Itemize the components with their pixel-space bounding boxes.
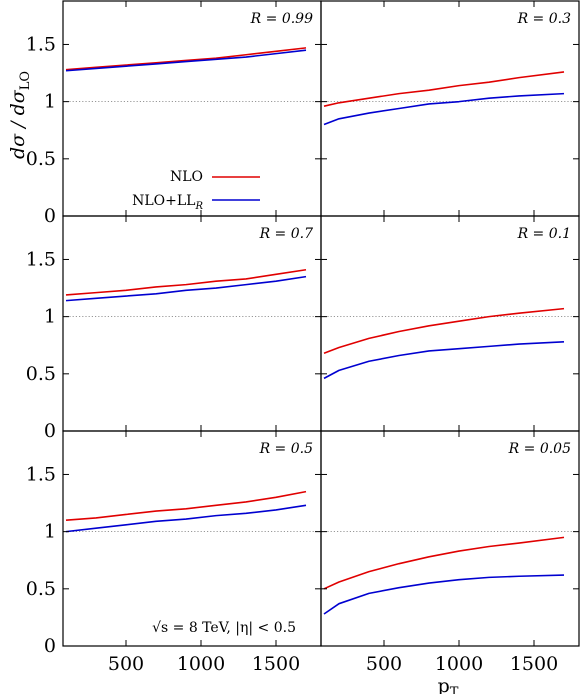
series-line-nlo-ll-4 xyxy=(65,504,307,533)
legend-label-nlo: NLO xyxy=(170,169,203,185)
series-line-nlo-0 xyxy=(65,47,307,71)
panel-r-label-0: R = 0.99 xyxy=(250,11,313,27)
series-line-nlo-1 xyxy=(323,71,565,107)
series-line-nlo-2 xyxy=(65,268,307,296)
series-line-nlo-3 xyxy=(323,307,565,354)
panel-frame-1 xyxy=(320,0,580,217)
y-tick-label-2-2: 1 xyxy=(44,521,56,543)
panel-r-label-5: R = 0.05 xyxy=(508,441,571,457)
y-tick-label-0-0: 0 xyxy=(44,205,56,227)
panel-r-label-3: R = 0.1 xyxy=(517,226,571,242)
legend-label-nlo-ll-sub: R xyxy=(194,201,203,212)
y-axis-title: dσ / dσLO xyxy=(7,71,33,159)
y-tick-label-2-3: 1.5 xyxy=(26,463,56,485)
panel-r-label-4: R = 0.5 xyxy=(259,441,314,457)
y-tick-label-1-2: 1 xyxy=(44,306,56,328)
x-tick-label-1-0: 500 xyxy=(366,653,402,675)
y-tick-label-0-2: 1 xyxy=(44,91,56,113)
series-line-nlo-ll-1 xyxy=(323,92,565,126)
panel-frame-4 xyxy=(62,430,322,647)
legend: NLO NLO+LLR xyxy=(132,169,260,212)
panels-layer: R = 0.99 R = 0.3 R = 0.7 R = 0.1 R = 0.5 R = … xyxy=(62,0,580,647)
collision-note: √s = 8 TeV, |η| < 0.5 xyxy=(152,620,296,636)
y-axis-title-main: dσ / dσ xyxy=(7,89,29,159)
series-line-nlo-ll-0 xyxy=(65,49,307,72)
y-axis-title-sub: LO xyxy=(18,71,33,90)
x-tick-label-0-0: 500 xyxy=(108,653,144,675)
axes-layer: 0 0.5 1 1.5 0 0.5 1 1.5 0 0.5 1 1.5 500 1000 1500 500 10… xyxy=(26,33,558,675)
x-axis-title-sub: T xyxy=(450,685,459,694)
x-tick-label-0-2: 1500 xyxy=(252,653,300,675)
x-axis-title: pT xyxy=(438,675,459,694)
series-line-nlo-4 xyxy=(65,490,307,521)
panel-frame-2 xyxy=(62,215,322,432)
y-tick-label-0-3: 1.5 xyxy=(26,33,56,55)
legend-label-nlo-ll-main: NLO+LL xyxy=(132,193,195,209)
series-line-nlo-ll-2 xyxy=(65,275,307,302)
x-axis-title-main: p xyxy=(438,675,450,694)
x-tick-label-1-2: 1500 xyxy=(510,653,558,675)
legend-label-nlo-ll: NLO+LLR xyxy=(132,193,203,212)
panel-2: R = 0.7 xyxy=(62,215,322,432)
panel-r-label-1: R = 0.3 xyxy=(517,11,572,27)
series-line-nlo-5 xyxy=(323,536,565,590)
panel-frame-3 xyxy=(320,215,580,432)
x-tick-label-0-1: 1000 xyxy=(177,653,225,675)
panel-1: R = 0.3 xyxy=(320,0,580,217)
series-line-nlo-ll-3 xyxy=(323,341,565,380)
panel-frame-5 xyxy=(320,430,580,647)
panel-4: R = 0.5 xyxy=(62,430,322,647)
panel-3: R = 0.1 xyxy=(320,215,580,432)
x-tick-label-1-1: 1000 xyxy=(435,653,483,675)
panel-5: R = 0.05 xyxy=(320,430,580,647)
y-tick-label-1-0: 0 xyxy=(44,420,56,442)
y-tick-label-2-0: 0 xyxy=(44,635,56,657)
series-line-nlo-ll-5 xyxy=(323,574,565,615)
y-tick-label-1-1: 0.5 xyxy=(26,363,56,385)
y-tick-label-2-1: 0.5 xyxy=(26,578,56,600)
panel-r-label-2: R = 0.7 xyxy=(259,226,314,242)
y-tick-label-0-1: 0.5 xyxy=(26,148,56,170)
y-tick-label-1-3: 1.5 xyxy=(26,248,56,270)
